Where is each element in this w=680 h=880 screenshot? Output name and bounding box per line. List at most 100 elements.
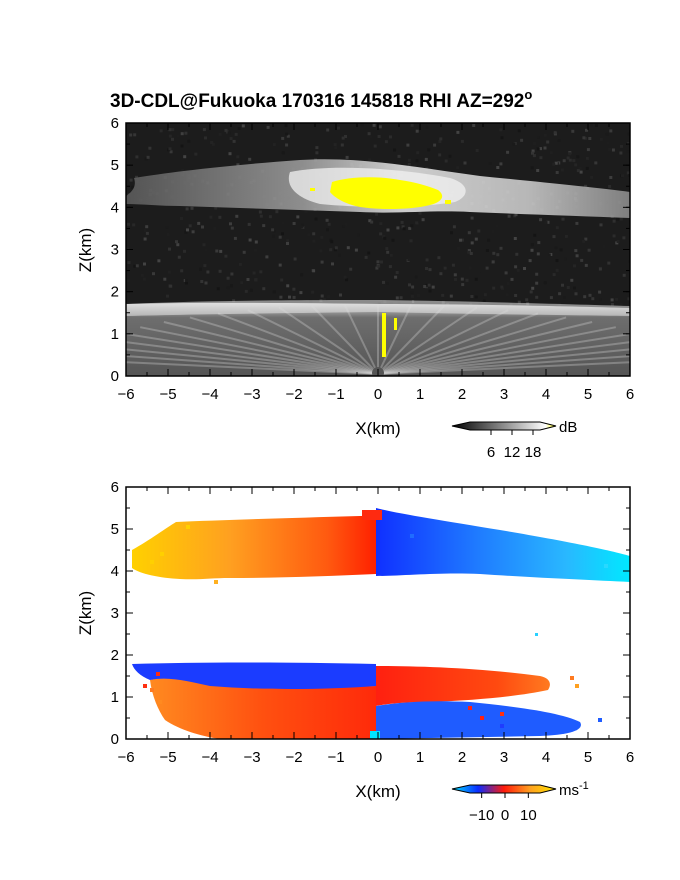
noise-pixel bbox=[499, 128, 503, 132]
x-tick-label: −2 bbox=[285, 749, 302, 766]
noise-pixel bbox=[417, 294, 420, 298]
noise-pixel bbox=[449, 294, 453, 298]
noise-pixel bbox=[501, 287, 504, 291]
noise-pixel bbox=[326, 128, 330, 132]
noise-pixel bbox=[268, 215, 272, 219]
noise-pixel bbox=[226, 276, 230, 280]
fan-ray bbox=[126, 355, 379, 375]
noise-pixel bbox=[530, 166, 534, 170]
noise-pixel bbox=[535, 295, 539, 299]
chart-title: 3D-CDL@Fukuoka 170316 145818 RHI AZ=292o bbox=[110, 87, 532, 112]
x-tick-label: 6 bbox=[626, 749, 634, 766]
noise-pixel bbox=[224, 254, 228, 258]
noise-pixel bbox=[460, 139, 464, 143]
noise-pixel bbox=[169, 284, 173, 288]
noise-pixel bbox=[496, 166, 500, 169]
bottom-lower-east bbox=[376, 666, 550, 706]
noise-pixel bbox=[453, 273, 457, 277]
bottom-lower-body-east bbox=[376, 701, 581, 739]
noise-pixel bbox=[200, 280, 204, 283]
fan-ray bbox=[377, 309, 509, 375]
noise-pixel bbox=[480, 272, 484, 276]
noise-pixel bbox=[485, 266, 489, 270]
x-tick-label: −5 bbox=[159, 749, 176, 766]
noise-pixel bbox=[383, 236, 387, 240]
noise-pixel bbox=[406, 143, 410, 147]
noise-pixel bbox=[608, 147, 612, 151]
x-tick-label: −6 bbox=[117, 386, 134, 403]
noise-pixel bbox=[438, 153, 442, 157]
noise-pixel bbox=[555, 226, 559, 230]
bottom-colorbar: −10 0 10 ms-1 bbox=[451, 780, 589, 824]
noise-pixel bbox=[180, 132, 184, 136]
noise-pixel bbox=[517, 129, 521, 133]
noise-pixel bbox=[168, 134, 172, 138]
noise-pixel bbox=[312, 269, 316, 273]
y-tick-label: 5 bbox=[111, 157, 119, 174]
noise-pixel bbox=[234, 132, 238, 136]
noise-pixel bbox=[210, 141, 214, 144]
noise-pixel bbox=[184, 281, 188, 285]
noise-pixel bbox=[533, 233, 537, 237]
noise-pixel bbox=[407, 257, 411, 261]
x-tick-label: 1 bbox=[416, 749, 424, 766]
noise-pixel bbox=[211, 142, 215, 146]
top-yellow-speck bbox=[310, 188, 315, 191]
noise-pixel bbox=[229, 137, 233, 141]
noise-pixel bbox=[622, 273, 626, 277]
noise-pixel bbox=[322, 298, 326, 302]
noise-pixel bbox=[187, 139, 191, 143]
noise-pixel bbox=[408, 283, 411, 287]
noise-pixel bbox=[342, 224, 346, 228]
noise-pixel bbox=[347, 291, 351, 295]
fan-ray bbox=[278, 306, 379, 375]
noise-pixel bbox=[167, 270, 171, 274]
fan-ray bbox=[377, 355, 630, 375]
noise-pixel bbox=[127, 222, 130, 226]
noise-pixel bbox=[570, 278, 574, 282]
noise-pixel bbox=[238, 262, 242, 266]
noise-pixel bbox=[543, 281, 547, 285]
noise-pixel bbox=[474, 237, 478, 241]
noise-pixel bbox=[610, 303, 614, 306]
noise-pixel bbox=[590, 123, 594, 127]
bottom-colorbar-unit: ms-1 bbox=[559, 780, 589, 799]
noise-pixel bbox=[311, 290, 315, 294]
noise-pixel bbox=[312, 232, 316, 236]
noise-pixel bbox=[627, 132, 630, 136]
speckle-pixel bbox=[604, 564, 608, 568]
noise-pixel bbox=[265, 255, 269, 259]
noise-pixel bbox=[391, 238, 395, 242]
noise-pixel bbox=[456, 130, 460, 134]
noise-pixel bbox=[531, 151, 534, 155]
noise-pixel bbox=[443, 266, 447, 270]
noise-pixel bbox=[204, 281, 208, 285]
noise-pixel bbox=[400, 220, 404, 224]
noise-pixel bbox=[530, 243, 534, 247]
top-axes: −6 −5 −4 −3 −2 −1 0 1 2 3 4 5 6 0 1 2 3 4 5 6 bbox=[111, 115, 635, 403]
noise-pixel bbox=[281, 136, 285, 140]
noise-pixel bbox=[491, 230, 495, 233]
speckle-pixel bbox=[598, 718, 602, 722]
noise-pixel bbox=[344, 223, 348, 226]
noise-pixel bbox=[299, 291, 303, 295]
noise-pixel bbox=[354, 248, 358, 252]
speckle-pixel bbox=[560, 722, 564, 726]
noise-pixel bbox=[384, 140, 388, 144]
noise-pixel bbox=[427, 283, 431, 287]
noise-pixel bbox=[428, 268, 432, 272]
noise-pixel bbox=[399, 296, 403, 300]
noise-pixel bbox=[465, 278, 469, 282]
noise-pixel bbox=[307, 233, 311, 237]
noise-pixel bbox=[340, 143, 344, 147]
noise-pixel bbox=[459, 148, 462, 152]
noise-pixel bbox=[439, 272, 443, 276]
bottom-lower-top-band bbox=[132, 662, 376, 689]
noise-pixel bbox=[228, 152, 232, 156]
noise-pixel bbox=[248, 238, 252, 242]
noise-pixel bbox=[395, 296, 399, 300]
noise-pixel bbox=[378, 125, 382, 129]
noise-pixel bbox=[285, 132, 289, 136]
speckle-pixel bbox=[143, 684, 147, 688]
